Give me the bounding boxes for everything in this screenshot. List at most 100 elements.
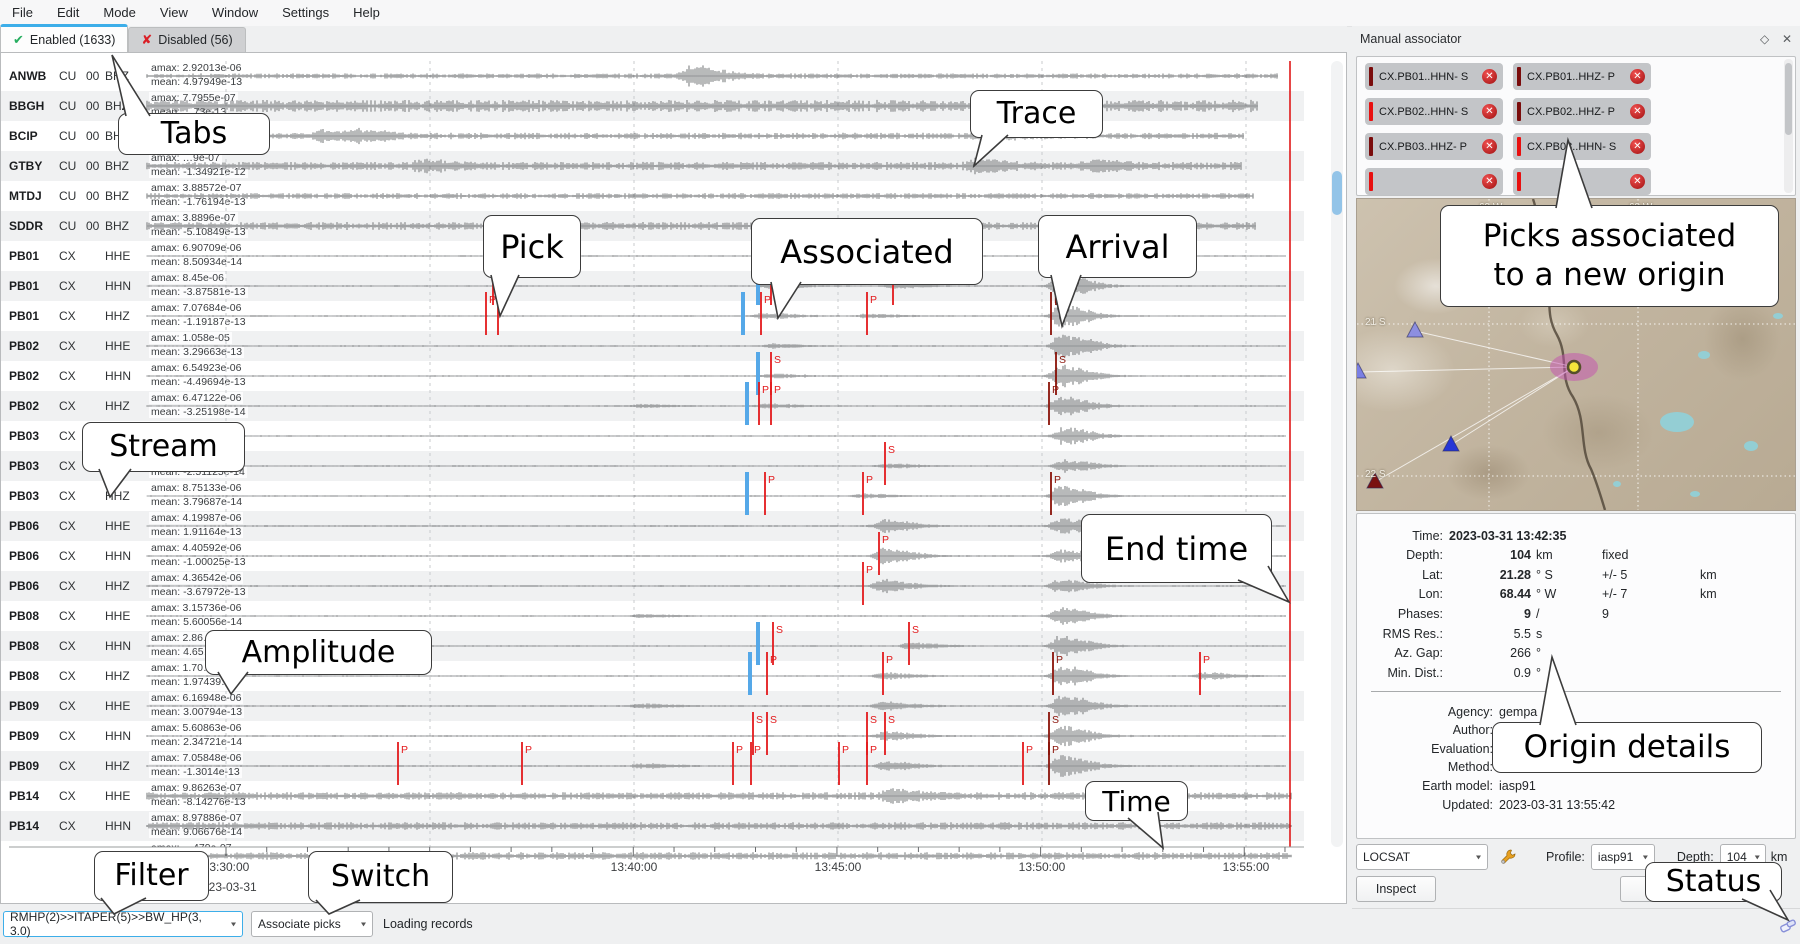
meta-label: Updated: <box>1442 797 1493 812</box>
mean-label: mean: 2.34721e-14 <box>149 736 245 748</box>
pick-chip[interactable]: CX.PB03..HHZ- P ✕ <box>1365 133 1503 160</box>
detail-label: Phases: <box>1397 606 1443 621</box>
network-code: CU <box>59 219 77 233</box>
pick-chip-label: CX.PB08..HHN- S <box>1527 140 1617 153</box>
station-code: PB08 <box>9 609 40 623</box>
callout-text: Filter <box>114 858 189 894</box>
locator-settings-icon[interactable] <box>1498 847 1518 867</box>
network-code: CX <box>59 639 76 653</box>
station-code: BCIP <box>9 129 38 143</box>
chevron-down-icon: ▾ <box>1475 852 1481 862</box>
trace-scrollbar-thumb[interactable] <box>1332 171 1342 215</box>
menu-item-window[interactable]: Window <box>211 5 259 20</box>
filter-combobox[interactable]: RMHP(2)>>ITAPER(5)>>BW_HP(3, 3.0) ▾ <box>3 910 243 938</box>
station-code: PB06 <box>9 579 40 593</box>
network-code: CU <box>59 129 77 143</box>
remove-pick-icon[interactable]: ✕ <box>1482 174 1497 189</box>
close-icon[interactable]: ✕ <box>1782 32 1793 46</box>
channel-code: HHN <box>105 369 131 383</box>
pick-chip[interactable]: ✕ <box>1513 168 1651 195</box>
menu-item-settings[interactable]: Settings <box>282 5 330 20</box>
remove-pick-icon[interactable]: ✕ <box>1630 139 1645 154</box>
detail-value: 21.28 <box>1499 567 1531 582</box>
menu-item-edit[interactable]: Edit <box>56 5 80 20</box>
station-code: PB06 <box>9 549 40 563</box>
time-tick-label: 13:55:00 <box>1223 860 1270 874</box>
pick-chip[interactable]: CX.PB02..HHZ- P ✕ <box>1513 98 1651 125</box>
phase-label: P <box>754 744 761 756</box>
network-code: CU <box>59 99 77 113</box>
locator-row: LOCSAT ▾ Profile: iasp91 ▾ Depth: 104 ▾ … <box>1356 843 1796 871</box>
menu-item-mode[interactable]: Mode <box>103 5 136 20</box>
origin-detail-row: Depth: 104 km fixed <box>1357 546 1795 565</box>
remove-pick-icon[interactable]: ✕ <box>1482 69 1497 84</box>
detail-uncertainty: +/- 7 <box>1602 587 1628 602</box>
pick-chip[interactable]: ✕ <box>1365 168 1503 195</box>
detail-value: 2023-03-31 13:42:35 <box>1449 528 1567 543</box>
callout-origin-details: Origin details <box>1492 722 1762 773</box>
pick-status-bar <box>1517 172 1521 191</box>
phase-label: P <box>1054 294 1061 306</box>
remove-pick-icon[interactable]: ✕ <box>1482 139 1497 154</box>
phase-label: P <box>1054 474 1061 486</box>
remove-pick-icon[interactable]: ✕ <box>1630 69 1645 84</box>
locator-value: LOCSAT <box>1363 850 1411 864</box>
waveform <box>146 486 1286 506</box>
chevron-down-icon: ▾ <box>230 919 236 929</box>
mode-value: Associate picks <box>258 917 341 931</box>
pick-chip[interactable]: CX.PB01..HHZ- P ✕ <box>1513 63 1651 90</box>
mean-label: mean: 4.97949e-13 <box>149 76 245 88</box>
remove-pick-icon[interactable]: ✕ <box>1630 174 1645 189</box>
callout-trace: Trace <box>970 90 1103 138</box>
station-code: PB03 <box>9 429 40 443</box>
amax-label: amax: 8.97886e-07 <box>149 812 244 824</box>
map-water-patch <box>1744 441 1758 451</box>
menu-item-file[interactable]: File <box>12 5 33 20</box>
detail-value: 0.9 <box>1513 665 1531 680</box>
channel-code: BHZ <box>105 219 129 233</box>
callout-text: Amplitude <box>241 634 396 670</box>
loading-status-text: Loading records <box>383 917 473 931</box>
menu-item-help[interactable]: Help <box>353 5 380 20</box>
pick-chip[interactable]: CX.PB02..HHN- S ✕ <box>1365 98 1503 125</box>
chip-scrollbar-thumb[interactable] <box>1785 63 1792 135</box>
station-code: PB14 <box>9 789 40 803</box>
network-code: CX <box>59 789 76 803</box>
inspect-button[interactable]: Inspect <box>1356 876 1436 902</box>
origin-detail-row: Lon: 68.44 ° W +/- 7 km <box>1357 585 1795 604</box>
mode-switch-combobox[interactable]: Associate picks ▾ <box>251 911 373 937</box>
locator-combobox[interactable]: LOCSAT ▾ <box>1356 844 1488 870</box>
profile-combobox[interactable]: iasp91 ▾ <box>1590 844 1655 870</box>
meta-label: Evaluation: <box>1431 741 1493 756</box>
float-icon[interactable]: ◇ <box>1760 32 1770 46</box>
phase-label: P <box>762 384 769 396</box>
amax-label: amax: 1.70… <box>149 662 216 674</box>
meta-label: Earth model: <box>1422 778 1493 793</box>
pick-chip[interactable]: CX.PB08..HHN- S ✕ <box>1513 133 1651 160</box>
station-edge-triangle-icon[interactable] <box>1357 361 1367 379</box>
waveform <box>146 695 1286 717</box>
station-lavender-triangle-icon[interactable] <box>1406 320 1424 338</box>
pick-chip[interactable]: CX.PB01..HHN- S ✕ <box>1365 63 1503 90</box>
trace-scrollbar[interactable] <box>1331 61 1343 847</box>
station-blue-triangle-icon[interactable] <box>1442 434 1460 452</box>
tab-enabled[interactable]: ✔ Enabled (1633) <box>0 24 129 52</box>
phase-label: P <box>870 294 877 306</box>
epicenter-marker[interactable] <box>1566 359 1582 375</box>
remove-pick-icon[interactable]: ✕ <box>1630 104 1645 119</box>
pick-status-bar <box>1369 102 1373 121</box>
station-code: GTBY <box>9 159 43 173</box>
remove-pick-icon[interactable]: ✕ <box>1482 104 1497 119</box>
amax-label: amax: 4.40592e-06 <box>149 542 244 554</box>
profile-value: iasp91 <box>1597 850 1634 864</box>
station-darkred-triangle-icon[interactable] <box>1366 471 1384 489</box>
tab-disabled[interactable]: ✘ Disabled (56) <box>128 27 246 52</box>
origin-detail-row: Time: 2023-03-31 13:42:35 <box>1357 526 1795 545</box>
map-canvas <box>1357 199 1795 510</box>
residual-line <box>1450 366 1575 446</box>
mean-label: mean: 3.29663e-13 <box>149 346 245 358</box>
menu-item-view[interactable]: View <box>159 5 188 20</box>
waveform <box>146 396 1286 416</box>
chip-scrollbar[interactable] <box>1784 59 1793 193</box>
channel-code: HHN <box>105 729 131 743</box>
